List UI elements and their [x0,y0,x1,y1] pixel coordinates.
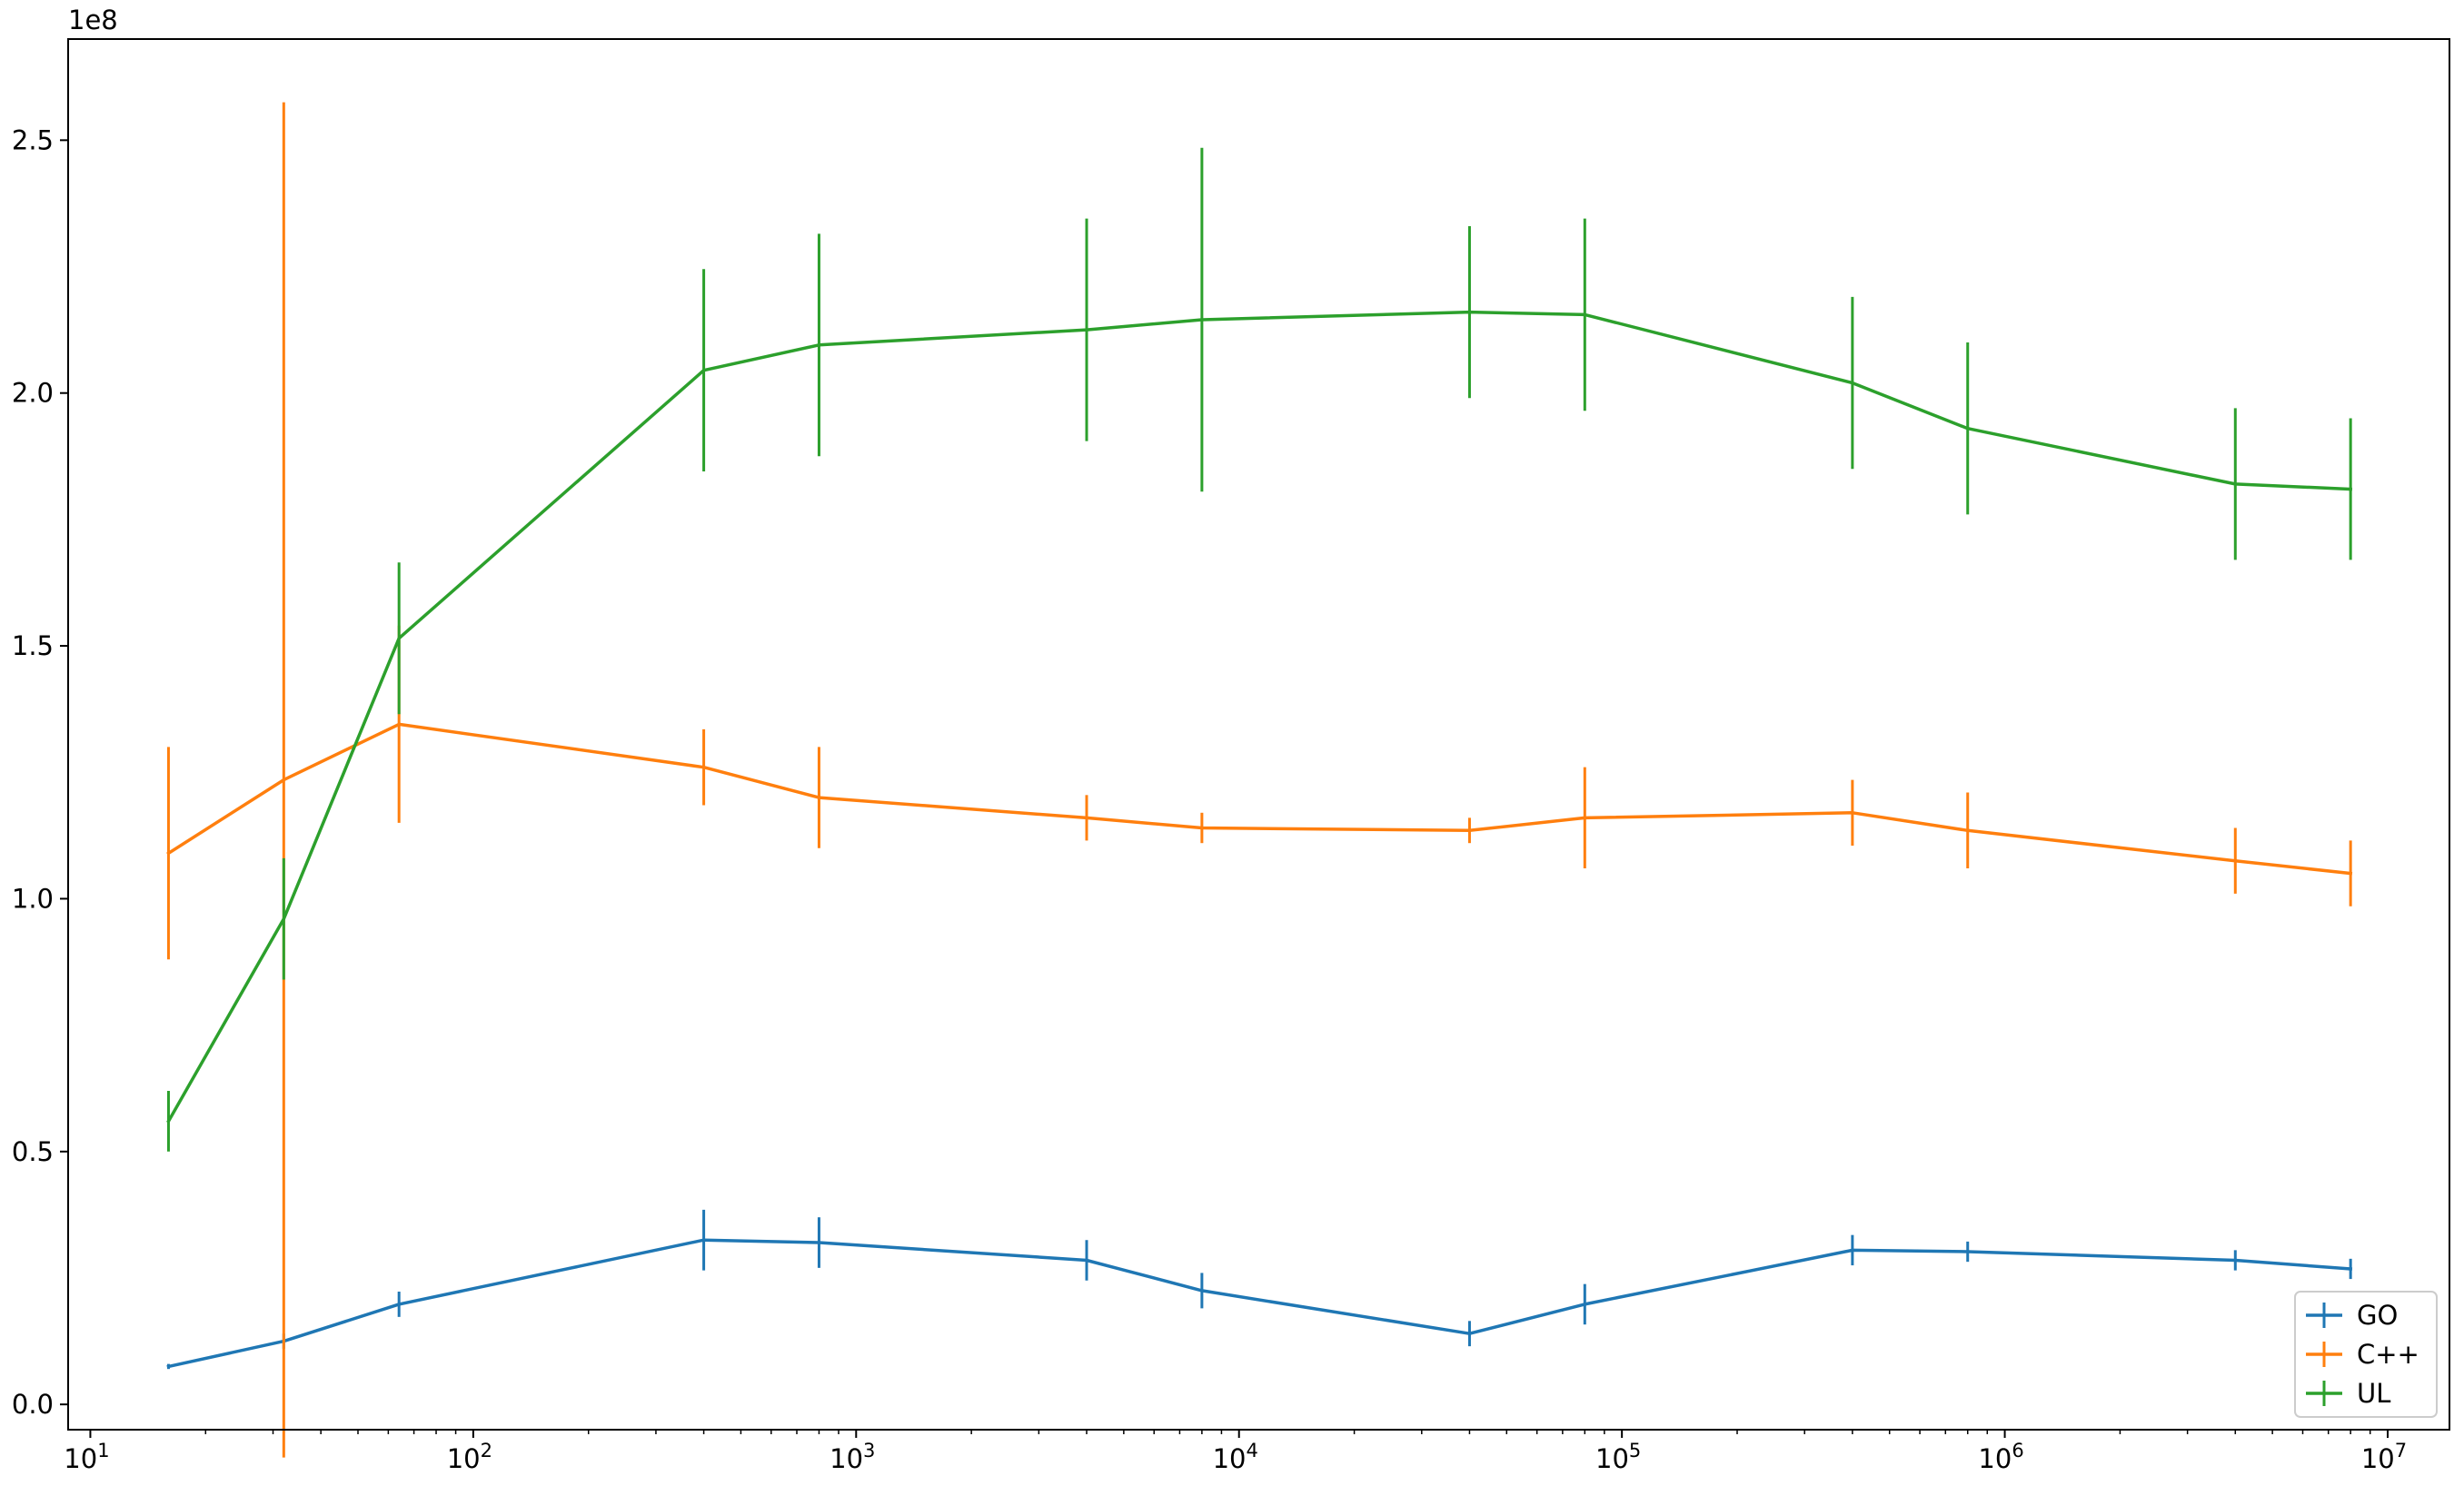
x-tick-label: 102 [447,1440,492,1474]
series-line-go [166,1238,2353,1369]
legend-label-c: C++ [2357,1339,2419,1370]
x-tick-base: 10 [1595,1443,1629,1474]
x-tick-base: 10 [1213,1443,1247,1474]
x-tick-base: 10 [830,1443,863,1474]
x-tick-base: 10 [1978,1443,2012,1474]
y-tick-label: 1.0 [12,883,54,914]
x-tick-exponent: 6 [2012,1440,2023,1461]
series-ul [166,147,2353,1152]
x-tick-exponent: 2 [481,1440,492,1461]
x-tick-exponent: 7 [2395,1440,2407,1461]
x-tick-label: 101 [64,1440,109,1474]
y-tick-label: 2.0 [12,378,54,409]
x-tick-exponent: 5 [1629,1440,1641,1461]
y-tick-label: 0.0 [12,1389,54,1420]
series-c [166,102,2353,1458]
y-offset-label: 1e8 [68,5,118,35]
x-tick-base: 10 [2361,1443,2395,1474]
legend: GO C++ UL [2294,1291,2438,1418]
x-tick-label: 107 [2361,1440,2407,1474]
legend-label-go: GO [2357,1300,2398,1331]
series-go [166,1209,2353,1370]
x-tick-exponent: 3 [863,1440,875,1461]
series-line-ul [166,310,2353,1124]
y-tick-label: 2.5 [12,124,54,155]
x-tick-exponent: 4 [1246,1440,1257,1461]
x-tick-base: 10 [447,1443,481,1474]
plot-area [166,102,2353,1458]
series-line-c [166,722,2353,876]
legend-box [2294,1291,2438,1418]
axes-frame [67,38,2450,1431]
y-tick-label: 1.5 [12,630,54,661]
x-tick-label: 106 [1978,1440,2023,1474]
x-tick-label: 103 [830,1440,875,1474]
x-tick-exponent: 1 [97,1440,109,1461]
x-tick-base: 10 [64,1443,97,1474]
legend-label-ul: UL [2357,1378,2390,1409]
y-tick-label: 0.5 [12,1136,54,1167]
x-tick-label: 105 [1595,1440,1641,1474]
x-tick-label: 104 [1213,1440,1258,1474]
